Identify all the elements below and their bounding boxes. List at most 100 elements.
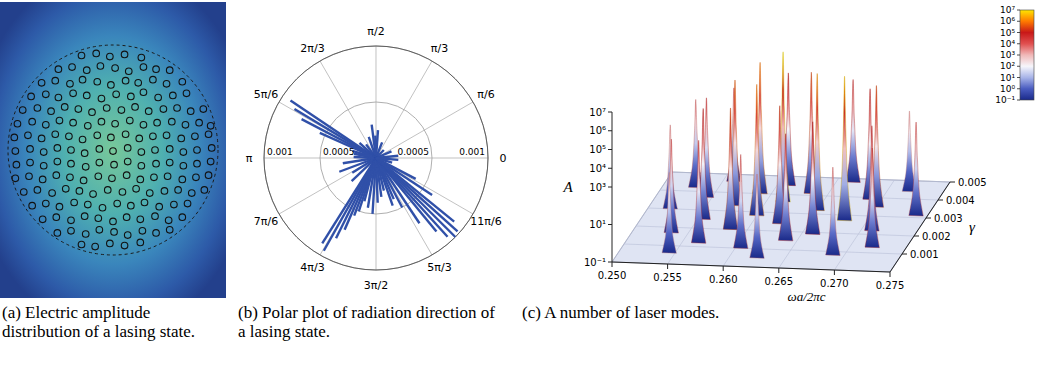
z-tick-label: 0.003 xyxy=(934,213,963,224)
scatterer xyxy=(153,160,160,167)
scatterer xyxy=(201,187,208,194)
scatterer xyxy=(163,132,170,139)
radiation-spoke xyxy=(336,158,376,238)
axes xyxy=(608,112,955,277)
scatterer xyxy=(56,203,63,210)
caption-line: (a) Electric amplitude xyxy=(2,303,150,322)
radial-label: 0.001 xyxy=(267,147,293,157)
scatterer xyxy=(29,202,36,209)
y-tick xyxy=(608,112,612,113)
scatterer xyxy=(163,81,170,88)
scatterer xyxy=(169,118,176,125)
scatterer xyxy=(78,52,85,59)
scatterer xyxy=(66,133,73,140)
peaks xyxy=(662,52,923,258)
scatterer xyxy=(98,118,105,125)
scatterer xyxy=(89,109,96,116)
y-tick xyxy=(608,130,612,131)
scatterer xyxy=(208,145,215,152)
scatterer xyxy=(26,173,33,180)
z-tick xyxy=(938,200,943,201)
colorbar-label: 10⁶ xyxy=(1000,16,1015,26)
scatterer xyxy=(67,174,74,181)
surface-panel: 0.2500.2550.2600.2650.2700.2750.0010.002… xyxy=(562,5,1034,304)
scatterer xyxy=(111,161,118,168)
caption-line: distribution of a lasing state. xyxy=(2,322,195,341)
x-tick xyxy=(667,264,668,269)
scatterer xyxy=(121,242,128,249)
scatterer xyxy=(54,145,61,152)
scatterer xyxy=(151,174,158,181)
colorbar-tick xyxy=(1017,55,1020,56)
scatterer xyxy=(109,175,116,182)
x-tick xyxy=(723,266,724,271)
scatterer xyxy=(155,94,162,101)
scatterer xyxy=(53,214,60,221)
caption-line: (c) A number of laser modes. xyxy=(522,303,719,322)
scatterer xyxy=(179,214,186,221)
scatterer xyxy=(138,149,145,156)
radiation-spoke xyxy=(324,158,376,251)
scatterer xyxy=(178,135,185,142)
grid-spoke xyxy=(279,102,376,158)
scatterer xyxy=(96,146,103,153)
polar-grid xyxy=(264,46,488,270)
mode-peak xyxy=(750,174,764,258)
scatterer xyxy=(124,145,131,152)
angle-label: 5π/6 xyxy=(254,88,278,101)
scatterer xyxy=(85,201,92,208)
angle-label: π/3 xyxy=(431,42,448,55)
scatterer xyxy=(112,65,119,72)
grid-spoke xyxy=(264,158,376,159)
scatterer xyxy=(164,173,171,180)
caption: (c) A number of laser modes. xyxy=(522,303,719,322)
scatterer xyxy=(43,200,50,207)
scatterer xyxy=(179,176,186,183)
scatterer xyxy=(25,132,32,139)
radiation-spoke xyxy=(376,158,432,195)
scatterer xyxy=(137,176,144,183)
spokes xyxy=(290,101,457,251)
scatterer xyxy=(160,106,167,113)
z-tick-label: 0.004 xyxy=(946,195,975,206)
scatterer xyxy=(194,160,201,167)
colorbar-tick xyxy=(1017,100,1020,101)
x-tick-label: 0.260 xyxy=(709,274,738,285)
scatterer xyxy=(19,107,26,114)
scatterer xyxy=(90,191,97,198)
range-boundary xyxy=(8,45,218,255)
radiation-spoke xyxy=(352,151,376,158)
y-tick-label: 10⁶ xyxy=(589,125,606,136)
scatterer xyxy=(171,201,178,208)
field-panel xyxy=(0,2,226,298)
scatterer xyxy=(161,188,168,195)
scatterer xyxy=(78,241,85,248)
x-tick-label: 0.275 xyxy=(876,280,905,291)
scatterer xyxy=(97,63,104,70)
colorbar-tick xyxy=(1017,43,1020,44)
scatterer xyxy=(188,190,195,197)
scatterer xyxy=(56,117,63,124)
scatterer xyxy=(152,213,159,220)
scatterer xyxy=(152,147,159,154)
scatterer xyxy=(96,227,103,234)
radiation-spoke xyxy=(290,101,376,158)
angle-label: π/2 xyxy=(367,25,384,38)
scatterer xyxy=(27,146,34,153)
y-tick xyxy=(608,168,612,169)
scatterer xyxy=(205,172,212,179)
z-axis-title: γ xyxy=(969,219,976,235)
scatterer xyxy=(53,172,60,179)
scatterer xyxy=(141,199,148,206)
radiation-spoke xyxy=(320,133,376,158)
colorbar-label: 10⁻¹ xyxy=(995,95,1015,105)
scatterer xyxy=(205,131,212,138)
scatterer xyxy=(48,108,55,115)
scatterer xyxy=(49,190,56,197)
radiation-spoke xyxy=(376,158,416,179)
scatterer xyxy=(166,227,173,234)
scatterer xyxy=(62,186,69,193)
scatterer xyxy=(92,243,99,250)
scatterer xyxy=(108,82,115,89)
scatterer xyxy=(14,120,21,127)
